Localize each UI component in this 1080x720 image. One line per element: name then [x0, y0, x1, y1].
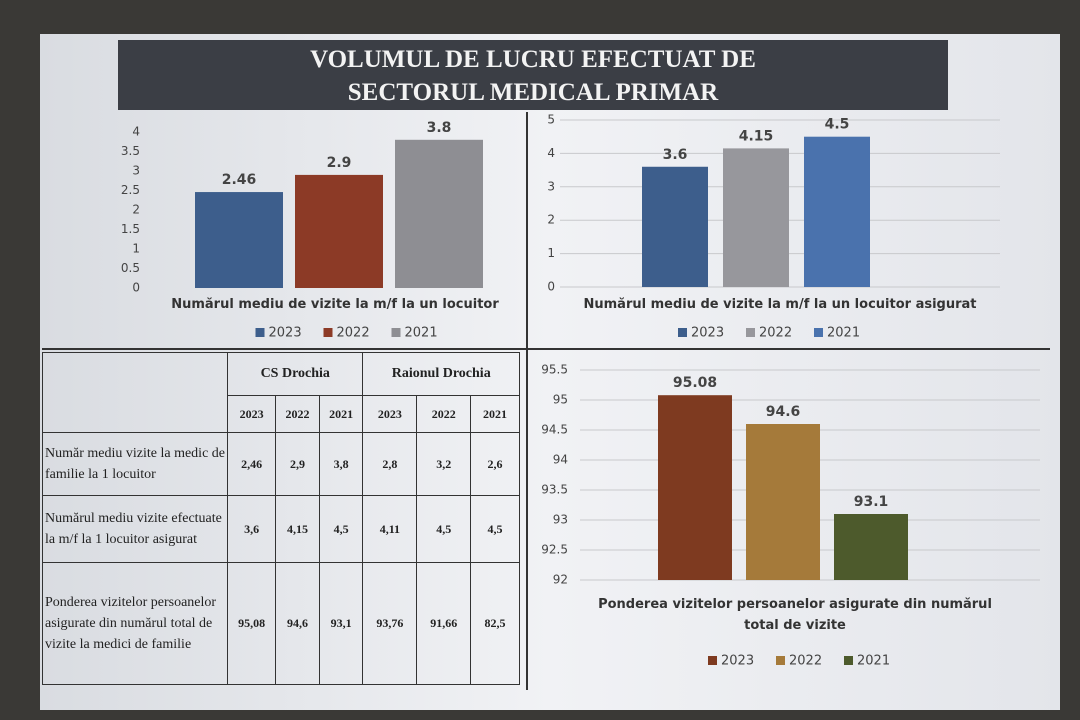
bar	[395, 139, 483, 288]
data-table: CS Drochia Raionul Drochia 2023 2022 202…	[42, 352, 520, 685]
x-axis-label: Ponderea vizitelor persoanelor asigurate…	[598, 597, 992, 633]
x-axis-label: Numărul mediu de vizite la m/f la un loc…	[171, 297, 499, 312]
cell: 2,46	[226, 432, 277, 496]
data-label: 95.08	[673, 375, 717, 391]
cell: 95,08	[226, 562, 277, 685]
cell: 82,5	[470, 562, 520, 685]
cell: 4,5	[318, 495, 364, 563]
y-tick-label: 92	[553, 573, 568, 587]
group-header: Raionul Drochia	[362, 352, 520, 396]
y-tick-label: 0.5	[121, 261, 140, 275]
legend-swatch	[255, 328, 265, 337]
cell: 2,8	[362, 432, 418, 496]
cell: 4,5	[470, 495, 520, 563]
data-label: 94.6	[766, 404, 801, 420]
legend-label: 2021	[405, 326, 438, 341]
cell: 3,6	[226, 495, 277, 563]
legend-swatch	[708, 656, 717, 665]
bar	[723, 148, 789, 287]
legend-swatch	[746, 328, 755, 337]
data-label: 2.46	[222, 172, 257, 188]
cell: 93,1	[318, 562, 364, 685]
data-label: 4.15	[739, 128, 774, 144]
legend-label: 2021	[857, 654, 890, 669]
data-label: 93.1	[854, 494, 889, 510]
legend-swatch	[844, 656, 853, 665]
legend-label: 2023	[691, 326, 724, 341]
y-tick-label: 95	[553, 393, 568, 407]
y-tick-label: 95.5	[541, 363, 568, 377]
legend-label: 2023	[269, 326, 302, 341]
legend-swatch	[678, 328, 687, 337]
x-axis-label: Numărul mediu de vizite la m/f la un loc…	[583, 297, 977, 312]
y-tick-label: 2.5	[121, 183, 140, 197]
y-tick-label: 0	[547, 280, 555, 294]
y-tick-label: 5	[547, 113, 555, 127]
x-label-box: Numărul mediu de vizite la m/f la un loc…	[583, 297, 977, 312]
y-tick-label: 94.5	[541, 423, 568, 437]
y-tick-label: 3.5	[121, 144, 140, 158]
year-header: 2022	[275, 395, 320, 433]
row-label: Număr mediu vizite la medic de familie l…	[42, 432, 228, 496]
bar	[295, 174, 383, 288]
y-tick-label: 4	[547, 146, 555, 160]
cell: 3,2	[416, 432, 472, 496]
cell: 93,76	[362, 562, 418, 685]
cell: 3,8	[318, 432, 364, 496]
y-tick-label: 93	[553, 513, 568, 527]
legend-label: 2022	[759, 326, 792, 341]
y-tick-label: 1	[132, 242, 140, 256]
y-tick-label: 1	[547, 246, 555, 260]
bar	[834, 514, 908, 580]
y-tick-label: 3	[547, 179, 555, 193]
y-tick-label: 94	[553, 453, 568, 467]
title-line: VOLUMUL DE LUCRU EFECTUAT DE	[310, 46, 756, 73]
data-label: 4.5	[825, 117, 850, 133]
bar	[195, 192, 283, 288]
data-label: 2.9	[327, 155, 352, 171]
legend-swatch	[323, 328, 333, 337]
cell: 94,6	[275, 562, 320, 685]
y-tick-label: 2	[132, 203, 140, 217]
bar	[804, 136, 870, 287]
y-tick-label: 1.5	[121, 222, 140, 236]
x-label-box: Numărul mediu de vizite la m/f la un loc…	[171, 297, 499, 312]
y-tick-label: 3	[132, 164, 140, 178]
legend-swatch	[776, 656, 785, 665]
row-label: Ponderea vizitelor persoanelor asigurate…	[42, 562, 228, 685]
group-header: CS Drochia	[226, 352, 364, 396]
x-label-box: Ponderea vizitelor persoanelor asigurate…	[598, 597, 992, 633]
bar	[642, 166, 708, 287]
data-label: 3.6	[663, 147, 688, 163]
bar	[746, 424, 820, 580]
data-label: 3.8	[427, 120, 452, 136]
title-line: SECTORUL MEDICAL PRIMAR	[347, 79, 719, 106]
y-tick-label: 0	[132, 281, 140, 295]
y-tick-label: 2	[547, 213, 555, 227]
legend-swatch	[814, 328, 823, 337]
legend-label: 2022	[337, 326, 370, 341]
legend-swatch	[391, 328, 401, 337]
bar	[658, 395, 732, 580]
year-header: 2023	[226, 395, 277, 433]
legend-label: 2021	[827, 326, 860, 341]
year-header: 2022	[416, 395, 472, 433]
cell: 2,9	[275, 432, 320, 496]
legend-label: 2022	[789, 654, 822, 669]
year-header: 2021	[470, 395, 520, 433]
y-tick-label: 92.5	[541, 543, 568, 557]
title-banner: VOLUMUL DE LUCRU EFECTUAT DE SECTORUL ME…	[118, 40, 948, 110]
legend-label: 2023	[721, 654, 754, 669]
y-tick-label: 4	[132, 125, 140, 139]
y-tick-label: 93.5	[541, 483, 568, 497]
